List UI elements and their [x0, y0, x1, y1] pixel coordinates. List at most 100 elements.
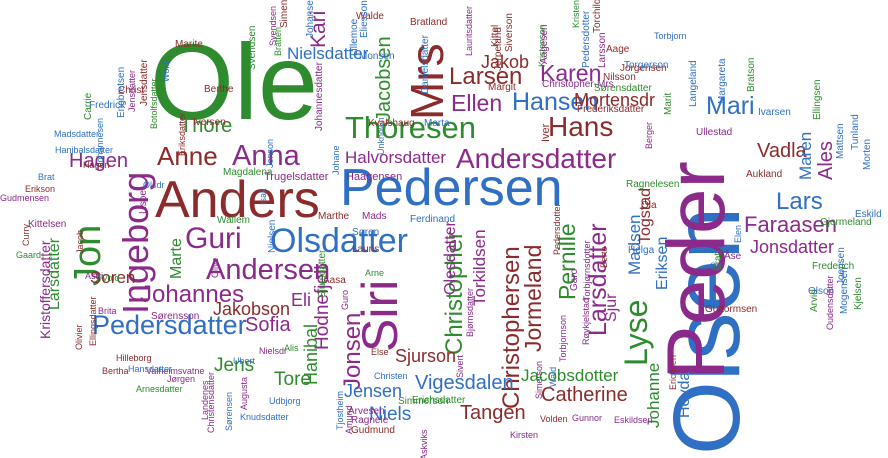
cloud-word: Ullestad: [696, 127, 733, 138]
cloud-word: Ales: [815, 141, 837, 180]
cloud-word: Eriksen: [654, 236, 671, 290]
cloud-word: Ole: [150, 21, 319, 142]
cloud-word: Hilleborg: [116, 353, 152, 363]
cloud-word: Olsdr: [143, 180, 165, 190]
cloud-word: Christen: [374, 371, 408, 381]
cloud-word: Jacob: [75, 229, 85, 254]
cloud-word: Marthe: [318, 211, 350, 222]
cloud-word: Andersen: [206, 254, 331, 286]
cloud-word: Torbjornson: [558, 314, 568, 362]
cloud-word: Bratt: [713, 249, 724, 271]
cloud-word: Kittel: [490, 24, 501, 47]
cloud-word: Bjørnsdatter: [465, 287, 475, 337]
cloud-word: Wold: [161, 61, 171, 82]
cloud-word: Simmerson: [398, 396, 449, 407]
cloud-word: Hanibalsdatter: [55, 145, 114, 155]
cloud-word: Simen: [279, 0, 290, 28]
cloud-word: Lillemoe: [349, 18, 360, 56]
cloud-word: Marit: [663, 92, 674, 115]
cloud-word: Jensdatter: [127, 69, 137, 112]
cloud-word: Marite: [175, 39, 203, 50]
cloud-word: Ola: [641, 200, 657, 211]
cloud-word: Iversen: [193, 117, 226, 128]
cloud-word: Søren: [352, 227, 380, 238]
cloud-word: Larsson: [597, 32, 608, 68]
cloud-word: Brita: [98, 306, 117, 316]
cloud-word: Røykjelstad: [581, 297, 591, 345]
cloud-word: Eli: [291, 290, 312, 310]
cloud-word: Torgerson: [624, 60, 669, 71]
cloud-word: Alis: [284, 343, 299, 353]
cloud-word: Ragnele: [351, 415, 389, 426]
cloud-word: Augusta: [239, 376, 249, 410]
cloud-word: Torbjørnsdotter: [582, 240, 592, 301]
cloud-word: Jonsdatter: [750, 237, 835, 257]
cloud-word: Arne: [365, 268, 385, 278]
cloud-word: Karen: [540, 60, 602, 86]
cloud-word: Sofia: [245, 314, 291, 336]
cloud-word: Nilsson: [603, 72, 636, 83]
cloud-word: Johannesdatter: [314, 62, 325, 131]
cloud-word: Svendsen: [247, 25, 258, 70]
cloud-word: Kristen: [571, 0, 581, 28]
cloud-word: Lyse: [618, 299, 654, 366]
cloud-word: Pedersen: [340, 159, 563, 217]
cloud-word: Gjormeland: [820, 217, 872, 228]
cloud-word: Wald: [548, 366, 558, 387]
cloud-word: Vadla: [757, 140, 807, 162]
cloud-word: Ubert: [233, 356, 256, 366]
cloud-word: Bratland: [410, 17, 448, 28]
cloud-word: Amund: [344, 405, 354, 434]
cloud-word: Christopher-Mrs: [542, 79, 614, 90]
cloud-word: Margareta: [717, 58, 728, 104]
cloud-word: Berte: [599, 246, 609, 268]
cloud-word: Johansen: [305, 0, 316, 38]
cloud-word: Christ: [118, 85, 145, 96]
cloud-word: Margit: [488, 82, 516, 93]
cloud-word: Ellingsen: [812, 79, 823, 120]
cloud-word: Sjurson: [395, 346, 457, 366]
cloud-word: Gudmensen: [0, 193, 50, 203]
cloud-word: Jonsen: [339, 312, 366, 390]
cloud-word: Langeland: [688, 60, 699, 107]
cloud-word: Erichsdatter: [412, 395, 466, 406]
cloud-word: Madsdatter: [54, 129, 100, 139]
cloud-word: Bratson: [746, 57, 757, 92]
cloud-word: Jacobsen: [373, 36, 395, 122]
cloud-word: Botolfsdatter: [149, 78, 159, 129]
cloud-word: Svendsen: [268, 5, 278, 46]
cloud-word: Marte: [168, 238, 185, 279]
cloud-word: Tore: [274, 369, 311, 390]
cloud-word: Togstad: [637, 187, 654, 244]
cloud-word: Wallem: [217, 215, 250, 226]
cloud-word: Tunland: [850, 114, 861, 150]
cloud-word: Jørgen: [167, 374, 196, 384]
cloud-word: Mattsen: [835, 123, 846, 159]
cloud-word: Bertha: [102, 366, 129, 376]
cloud-word: Jensdatter: [139, 59, 150, 106]
cloud-word: Astri: [85, 271, 103, 281]
cloud-word: Faraasen: [744, 212, 837, 237]
cloud-word: Berger: [644, 121, 654, 149]
cloud-word: Udbjorg: [269, 396, 301, 406]
cloud-word: Nielsdatter: [287, 44, 369, 63]
cloud-word: Soren: [90, 268, 136, 287]
cloud-word: Elen: [733, 224, 743, 243]
cloud-word: Simerson: [534, 360, 544, 399]
cloud-word: Berthe: [204, 84, 234, 95]
cloud-word: Brat: [38, 172, 55, 182]
cloud-word: Marta: [424, 118, 450, 129]
cloud-word: Monsen: [359, 51, 395, 62]
cloud-word: Aukland: [746, 169, 783, 180]
cloud-word: Jakob: [481, 52, 530, 72]
cloud-word: Else: [371, 347, 389, 357]
cloud-word: Åse: [724, 251, 742, 262]
cloud-word: Nielsdr: [259, 346, 288, 356]
cloud-word: Sivert: [455, 354, 465, 378]
cloud-word: Anders: [155, 171, 320, 229]
cloud-word: Anne: [157, 141, 218, 171]
cloud-word: Valheimsvatne: [146, 366, 205, 376]
cloud-word: Sørensen: [224, 391, 234, 431]
cloud-word: Ivarsen: [758, 107, 791, 118]
cloud-word: Eriksdatter: [177, 112, 187, 156]
